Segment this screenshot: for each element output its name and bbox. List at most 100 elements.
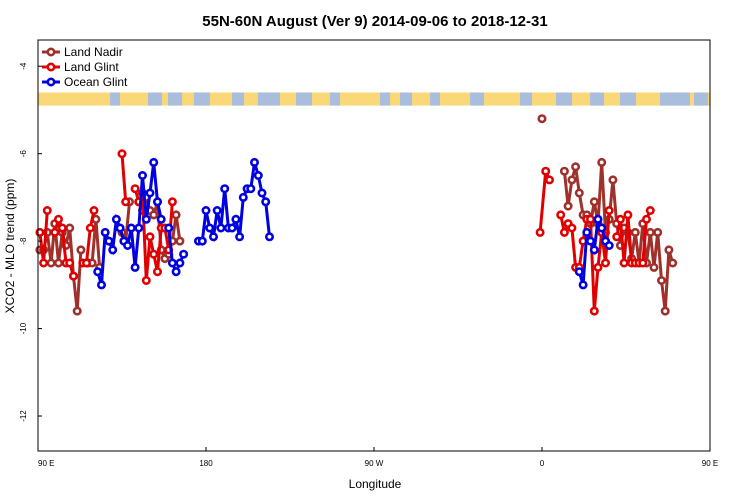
data-point [85,223,95,233]
data-point [156,214,166,224]
data-point [123,241,133,251]
data-point [537,114,547,124]
data-point [53,258,63,268]
data-point [615,214,625,224]
ocean-band-segment [168,92,182,106]
x-tick-label: 90 E [38,459,54,468]
land-ocean-band [38,92,710,106]
data-point [175,236,185,246]
data-point [535,227,545,237]
ocean-band-segment [694,92,708,106]
data-point [630,227,640,237]
data-point [541,166,551,176]
data-point [604,206,614,216]
data-point [65,223,75,233]
data-point [145,188,155,198]
ocean-band-segment [148,92,162,106]
data-point [653,227,663,237]
legend-label: Land Glint [64,60,119,74]
data-point [593,214,603,224]
legend-swatch-marker [46,62,56,72]
ocean-band-segment [380,92,390,106]
data-point [544,175,554,185]
data-point [149,157,159,167]
data-point [645,227,655,237]
series-layer [35,114,678,316]
data-point [261,197,271,207]
data-point [121,197,131,207]
data-point [42,206,52,216]
data-point [567,223,577,233]
data-point [164,223,174,233]
ocean-band-segment [258,92,280,106]
data-point [257,188,267,198]
data-point [619,258,629,268]
data-point [641,214,651,224]
data-point [171,210,181,220]
y-axis-ticks: -4 -6 -8 -10 -12 [19,62,42,422]
data-point [668,258,678,268]
legend-label: Land Nadir [64,45,123,59]
data-point [235,232,245,242]
data-point [212,206,222,216]
data-point [57,223,67,233]
data-point [39,258,49,268]
data-point [623,210,633,220]
ocean-band-segment [620,92,636,106]
x-tick-label: 180 [199,459,213,468]
data-point [100,227,110,237]
y-tick-label: -10 [19,322,28,334]
ocean-band-segment [296,92,312,106]
data-point [253,171,263,181]
data-point [179,249,189,259]
data-point [664,245,674,255]
data-point [93,267,103,277]
data-point [111,214,121,224]
ocean-band-segment [470,92,484,106]
data-point [246,184,256,194]
ocean-band-segment [590,92,604,106]
data-point [589,245,599,255]
data-point [578,280,588,290]
data-point [130,262,140,272]
data-point [559,166,569,176]
data-point [556,210,566,220]
data-point [209,232,219,242]
data-point [145,232,155,242]
data-point [65,258,75,268]
data-point [585,214,595,224]
data-point [76,245,86,255]
ocean-band-segment [110,92,120,106]
data-point [104,236,114,246]
ocean-band-segment [430,92,440,106]
legend-swatch-marker [46,77,56,87]
data-point [138,171,148,181]
data-point [656,275,666,285]
data-point [141,214,151,224]
y-axis-label: XCO2 - MLO trend (ppm) [3,179,17,314]
y-tick-label: -6 [19,150,28,158]
data-point [153,197,163,207]
data-point [89,206,99,216]
data-point [563,201,573,211]
data-point [130,184,140,194]
x-tick-label: 0 [540,459,545,468]
data-point [53,214,63,224]
data-point [153,267,163,277]
ocean-band-segment [400,92,412,106]
series-line [120,153,128,202]
data-point [604,241,614,251]
land-band-background [38,92,710,106]
data-point [175,258,185,268]
data-point [197,236,207,246]
data-point [115,223,125,233]
data-point [220,184,230,194]
data-point [141,275,151,285]
ocean-band-segment [232,92,244,106]
data-point [231,214,241,224]
data-point [216,223,226,233]
data-point [205,223,215,233]
data-point [571,162,581,172]
data-point [171,267,181,277]
